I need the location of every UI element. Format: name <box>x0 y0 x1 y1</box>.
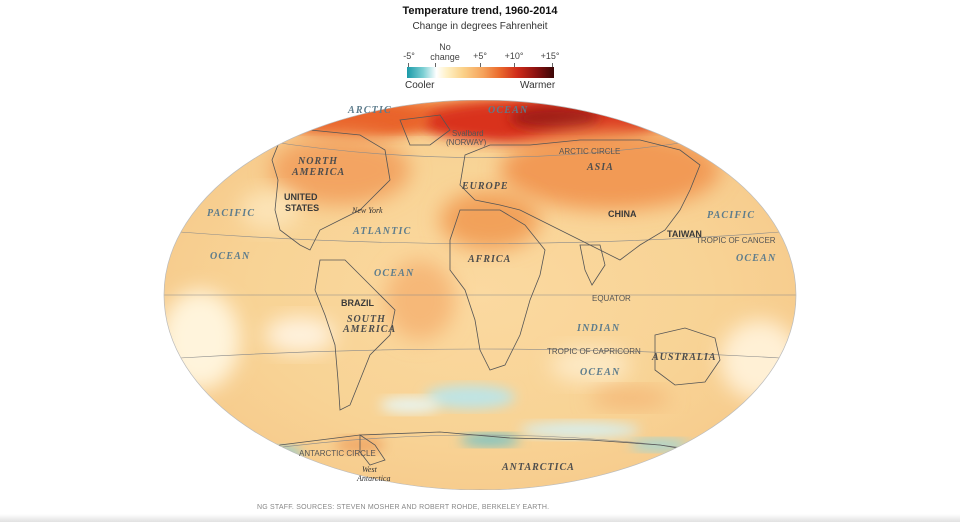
arctic-circle-label: ARCTIC CIRCLE <box>559 147 620 156</box>
legend-color-bar <box>407 67 554 78</box>
asia-label: ASIA <box>586 162 614 173</box>
united-states-label: UNITED <box>284 192 318 202</box>
svalbard-label: Svalbard <box>452 129 484 138</box>
legend-minus5-label: -5° <box>403 51 415 61</box>
equator-label: EQUATOR <box>592 294 631 303</box>
globe-outline <box>163 100 797 490</box>
legend-cooler-label: Cooler <box>405 80 435 91</box>
chart-subtitle: Change in degrees Fahrenheit <box>412 21 548 32</box>
taiwan-label: TAIWAN <box>667 229 702 239</box>
indian-ocean-label-2: OCEAN <box>580 367 620 378</box>
indian-ocean-label: INDIAN <box>576 323 620 334</box>
arctic-ocean-label: ARCTIC <box>347 105 392 116</box>
tropic-of-capricorn-label: TROPIC OF CAPRICORN <box>547 347 641 356</box>
legend-no-change-line2: change <box>430 52 460 62</box>
atlantic-ocean-label-2: OCEAN <box>374 268 414 279</box>
chart-title: Temperature trend, 1960-2014 <box>402 5 558 17</box>
atlantic-ocean-label: ATLANTIC <box>352 226 412 237</box>
pacific-ocean-west-label: PACIFIC <box>207 208 255 219</box>
legend-tick <box>435 63 436 67</box>
temperature-field <box>164 100 796 490</box>
legend-warmer-label: Warmer <box>520 80 556 91</box>
arctic-ocean-label-2: OCEAN <box>488 105 528 116</box>
svalbard-label-2: (NORWAY) <box>446 138 487 147</box>
source-credit: NG STAFF. SOURCES: STEVEN MOSHER AND ROB… <box>257 504 550 511</box>
europe-label: EUROPE <box>461 181 509 192</box>
west-antarctica-label-2: Antarctica <box>356 474 390 483</box>
legend-tick <box>552 63 553 67</box>
bottom-shadow <box>0 514 960 522</box>
legend-no-change-label: No change <box>430 42 460 62</box>
china-label: CHINA <box>608 209 637 219</box>
legend-tick <box>514 63 515 67</box>
united-states-label-2: STATES <box>285 203 319 213</box>
antarctic-circle-label: ANTARCTIC CIRCLE <box>299 449 376 458</box>
pacific-ocean-west-label-2: OCEAN <box>210 251 250 262</box>
legend-plus10-label: +10° <box>504 51 524 61</box>
antarctica-label: ANTARCTICA <box>501 462 575 473</box>
legend-tick <box>408 63 409 67</box>
legend-no-change-line1: No <box>439 42 451 52</box>
africa-label: AFRICA <box>467 254 511 265</box>
west-antarctica-label: West <box>362 465 378 474</box>
north-america-label: NORTH <box>297 156 338 167</box>
new-york-label: New York <box>351 206 383 215</box>
brazil-label: BRAZIL <box>341 298 374 308</box>
legend-tick <box>480 63 481 67</box>
north-america-label-2: AMERICA <box>291 167 345 178</box>
pacific-ocean-east-label-2: OCEAN <box>736 253 776 264</box>
pacific-ocean-east-label: PACIFIC <box>707 210 755 221</box>
continent-outlines <box>198 114 762 490</box>
australia-label: AUSTRALIA <box>651 352 717 363</box>
south-america-label: SOUTH <box>347 314 386 325</box>
legend-plus15-label: +15° <box>540 51 560 61</box>
color-legend: -5° No change +5° +10° +15° Cooler Warme… <box>399 42 564 94</box>
south-america-label-2: AMERICA <box>342 324 396 335</box>
legend-plus5-label: +5° <box>473 51 487 61</box>
tropic-of-cancer-label: TROPIC OF CANCER <box>696 236 776 245</box>
world-temperature-map: ARCTIC OCEAN PACIFIC OCEAN ATLANTIC OCEA… <box>163 100 797 490</box>
